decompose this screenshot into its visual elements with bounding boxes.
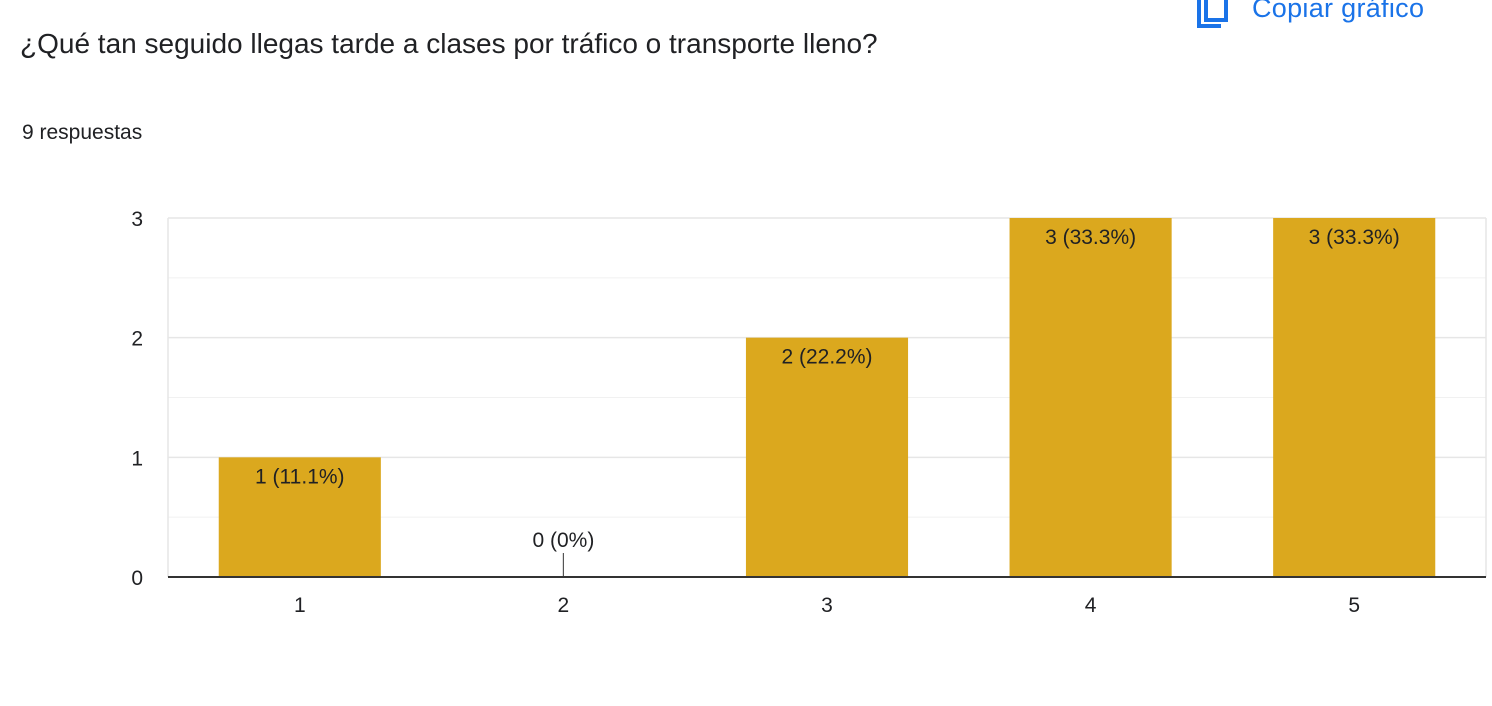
- data-label: 1 (11.1%): [255, 465, 345, 488]
- question-title: ¿Qué tan seguido llegas tarde a clases p…: [20, 28, 878, 59]
- x-tick-label: 4: [1085, 594, 1097, 617]
- bar: [1273, 218, 1436, 577]
- response-count: 9 respuestas: [22, 121, 143, 144]
- x-tick-label: 2: [558, 594, 570, 617]
- data-label: 2 (22.2%): [781, 346, 872, 369]
- copy-chart-label: Copiar gráfico: [1252, 0, 1425, 23]
- x-tick-label: 1: [294, 594, 306, 617]
- x-tick-label: 3: [821, 594, 833, 617]
- copy-icon: [1197, 0, 1228, 28]
- data-label: 0 (0%): [532, 529, 594, 552]
- x-tick-label: 5: [1348, 594, 1360, 617]
- data-label: 3 (33.3%): [1045, 226, 1136, 249]
- copy-chart-button[interactable]: Copiar gráfico: [1196, 0, 1424, 30]
- bar: [745, 337, 909, 577]
- y-tick-label: 0: [131, 567, 143, 590]
- bar: [218, 457, 381, 577]
- y-tick-label: 3: [131, 208, 143, 231]
- bar: [1009, 218, 1172, 577]
- data-label: 3 (33.3%): [1309, 226, 1400, 249]
- y-tick-label: 1: [131, 447, 143, 470]
- y-tick-label: 2: [131, 328, 143, 351]
